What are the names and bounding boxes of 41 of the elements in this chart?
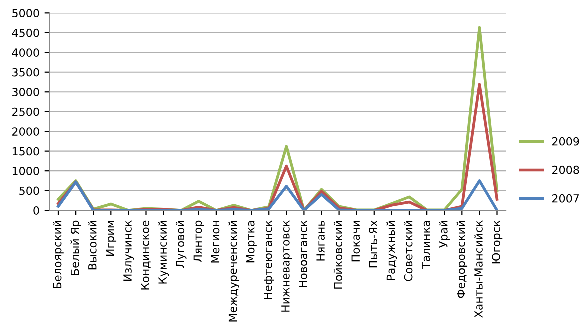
x-tick-label: Куминский xyxy=(158,221,170,284)
x-tick-label: Кондинское xyxy=(141,220,151,290)
x-tick-label: Ханты-Мансийск xyxy=(474,220,483,318)
y-tick-label: 3500 xyxy=(12,68,40,77)
y-tick-label: 4500 xyxy=(12,28,40,38)
x-tick-label: Междуреченский xyxy=(228,221,240,322)
x-tick-label: Белый Яр xyxy=(70,220,82,276)
x-tick-label: Мортка xyxy=(246,221,257,263)
x-tick-label: Пыть-Ях xyxy=(369,220,378,268)
y-tick-label: 5000 xyxy=(12,9,40,18)
y-tick-label: 2000 xyxy=(12,128,40,136)
legend-label: 2008 xyxy=(552,166,580,174)
y-tick-label: 0 xyxy=(34,206,40,215)
x-tick-label: Белоярский xyxy=(53,221,64,289)
x-tick-label: Пойковский xyxy=(334,221,343,289)
x-tick-label: Урай xyxy=(439,221,450,248)
x-tick-label: Югорск xyxy=(492,220,503,264)
legend-label: 2009 xyxy=(552,137,580,146)
x-tick-label: Игрим xyxy=(106,221,117,256)
y-tick-label: 2500 xyxy=(12,108,40,116)
y-tick-label: 4000 xyxy=(12,48,40,58)
y-tick-label: 3000 xyxy=(12,88,40,96)
legend-label: 2007 xyxy=(552,194,580,203)
x-tick-label: Луговой xyxy=(176,221,187,268)
x-tick-label: Излучинск xyxy=(124,220,134,281)
x-tick-label: Советский xyxy=(404,221,413,282)
y-tick-label: 500 xyxy=(20,186,40,196)
x-tick-label: Талинка xyxy=(422,221,430,270)
x-tick-label: Новоаганск xyxy=(299,220,308,288)
x-tick-label: Покачи xyxy=(352,221,360,262)
x-tick-label: Лянтор xyxy=(194,220,204,262)
x-tick-label: Высокий xyxy=(88,221,97,270)
y-tick-label: 1000 xyxy=(12,167,40,176)
x-tick-label: Радужный xyxy=(386,221,398,280)
y-tick-label: 1500 xyxy=(12,147,40,156)
x-tick-label: Мегион xyxy=(211,221,220,263)
x-tick-label: Нягань xyxy=(316,220,325,261)
x-tick-label: Нефтеюганск xyxy=(264,220,274,300)
x-tick-label: Федоровский xyxy=(456,221,468,298)
x-tick-label: Нижневартовск xyxy=(282,220,292,312)
line-series xyxy=(57,180,499,211)
